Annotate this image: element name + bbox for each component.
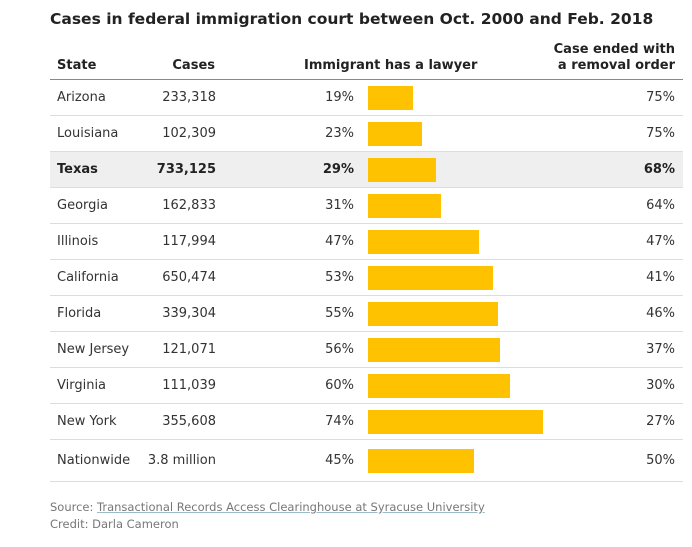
lawyer-pct: 47% [325, 234, 354, 249]
table-row: New York 355,608 74% 27% [50, 404, 683, 440]
bar [368, 122, 423, 146]
bar [368, 302, 498, 326]
state: New York [57, 414, 117, 429]
cases: 162,833 [162, 198, 216, 213]
bar [368, 158, 437, 182]
col-header: Immigrant has a lawyer [304, 58, 478, 73]
state: Illinois [57, 234, 99, 249]
cases: 233,318 [162, 90, 216, 105]
state: Arizona [57, 90, 106, 105]
state: Georgia [57, 198, 108, 213]
credit: Credit: Darla Cameron [50, 517, 179, 531]
removal-pct: 68% [643, 162, 675, 177]
state: Texas [57, 162, 98, 177]
bar [368, 338, 501, 362]
lawyer-pct: 29% [322, 162, 354, 177]
table-row: Georgia 162,833 31% 64% [50, 188, 683, 224]
header-rule [50, 79, 683, 80]
table-row: California 650,474 53% 41% [50, 260, 683, 296]
removal-pct: 27% [646, 414, 675, 429]
source-label: Source: [50, 500, 94, 514]
removal-pct: 41% [646, 270, 675, 285]
cases: 117,994 [162, 234, 216, 249]
bar [368, 374, 510, 398]
removal-pct: 75% [646, 126, 675, 141]
removal-pct: 64% [646, 198, 675, 213]
removal-pct: 37% [646, 342, 675, 357]
col-header: State [57, 58, 97, 73]
state: Nationwide [57, 453, 131, 468]
lawyer-pct: 19% [325, 90, 354, 105]
lawyer-pct: 23% [325, 126, 354, 141]
table-row: Louisiana 102,309 23% 75% [50, 116, 683, 152]
col-header: Case ended with a removal order [553, 42, 675, 73]
removal-pct: 46% [646, 306, 675, 321]
cases: 355,608 [162, 414, 216, 429]
cases: 121,071 [162, 342, 216, 357]
lawyer-pct: 45% [325, 453, 354, 468]
state: Louisiana [57, 126, 119, 141]
lawyer-pct: 31% [325, 198, 354, 213]
table-row: Virginia 111,039 60% 30% [50, 368, 683, 404]
state: New Jersey [57, 342, 130, 357]
cases: 339,304 [162, 306, 216, 321]
lawyer-pct: 53% [325, 270, 354, 285]
table-row: Florida 339,304 55% 46% [50, 296, 683, 332]
table-row: Texas 733,125 29% 68% [50, 152, 683, 188]
bar [368, 194, 442, 218]
lawyer-pct: 74% [325, 414, 354, 429]
table-row: New Jersey 121,071 56% 37% [50, 332, 683, 368]
bar [368, 410, 543, 434]
table-row: Arizona 233,318 19% 75% [50, 80, 683, 116]
cases: 111,039 [162, 378, 216, 393]
source-link[interactable]: Transactional Records Access Clearinghou… [97, 500, 485, 514]
removal-pct: 50% [646, 453, 675, 468]
removal-pct: 30% [646, 378, 675, 393]
lawyer-pct: 60% [325, 378, 354, 393]
lawyer-pct: 56% [325, 342, 354, 357]
cases: 733,125 [156, 162, 216, 177]
removal-pct: 47% [646, 234, 675, 249]
state: California [57, 270, 119, 285]
table-row: Illinois 117,994 47% 47% [50, 224, 683, 260]
removal-pct: 75% [646, 90, 675, 105]
state: Florida [57, 306, 102, 321]
lawyer-pct: 55% [325, 306, 354, 321]
source: Source: Transactional Records Access Cle… [50, 500, 485, 514]
col-header: Cases [172, 58, 215, 73]
cases: 102,309 [162, 126, 216, 141]
bar [368, 86, 413, 110]
bar [368, 230, 479, 254]
table-row: Nationwide 3.8 million 45% 50% [50, 440, 683, 482]
state: Virginia [57, 378, 107, 393]
cases: 650,474 [162, 270, 216, 285]
cases: 3.8 million [147, 453, 216, 468]
title: Cases in federal immigration court betwe… [50, 10, 654, 28]
bar [368, 449, 475, 473]
bar [368, 266, 494, 290]
